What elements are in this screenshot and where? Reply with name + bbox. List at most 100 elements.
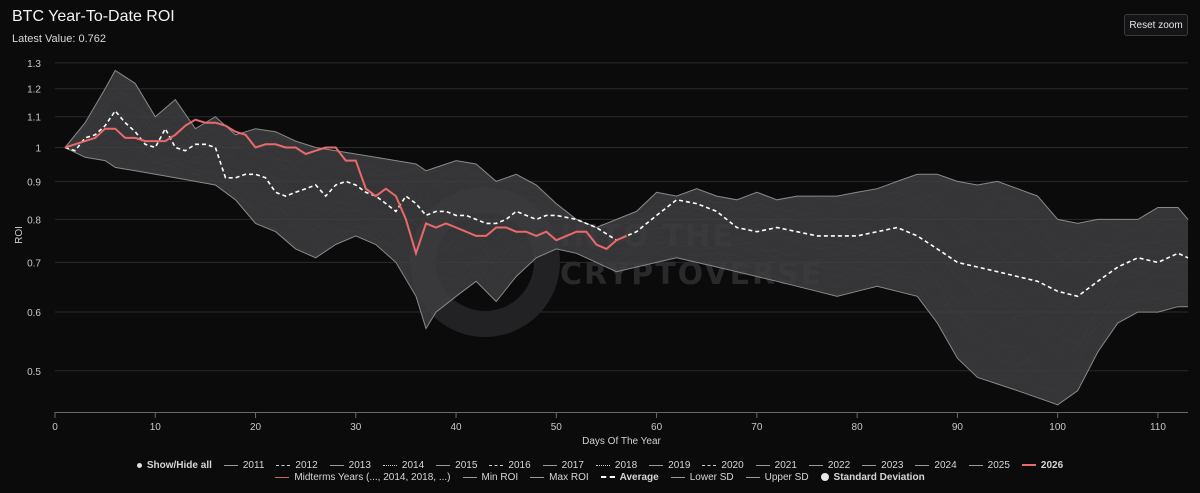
legend: Show/Hide all 2011 2012 2013 2014 2015 2016 201…: [0, 459, 1200, 483]
series-2026-line: [64, 118, 627, 257]
legend-swatch: [462, 476, 477, 478]
legend-swatch: [745, 476, 760, 478]
legend-label: 2018: [614, 459, 638, 471]
x-tick-label-80: 80: [852, 422, 864, 433]
std-dev-band: [64, 69, 1189, 406]
y-tick-label-0.8: 0.8: [27, 215, 41, 226]
legend-swatch: [542, 464, 557, 466]
legend-label: 2014: [401, 459, 425, 471]
average-line: [64, 109, 1189, 298]
legend-item-2023[interactable]: 2023: [862, 460, 903, 471]
legend-label: 2022: [827, 459, 851, 471]
legend-swatch: [276, 464, 291, 466]
legend-item-2022[interactable]: 2022: [808, 459, 851, 471]
x-tick-label-20: 20: [250, 422, 262, 433]
legend-item-2016[interactable]: 2016: [489, 460, 531, 471]
x-axis-title: Days Of The Year: [582, 436, 661, 447]
legend-swatch: [223, 464, 238, 466]
legend-label: 2019: [668, 459, 691, 471]
legend-item-2013[interactable]: 2013: [329, 459, 371, 471]
std-dev-band-area: [65, 70, 1188, 405]
legend-item-show-hide-all[interactable]: Show/Hide all: [136, 459, 212, 471]
legend-item-midterms-years-2014-2018[interactable]: Midterms Years (..., 2014, 2018, ...): [275, 471, 451, 483]
x-tick-label-50: 50: [551, 422, 563, 433]
legend-item-2011[interactable]: 2011: [223, 459, 265, 471]
x-tick-label-90: 90: [952, 422, 964, 433]
legend-swatch: [862, 464, 877, 466]
legend-item-2017[interactable]: 2017: [542, 459, 584, 471]
legend-item-2019[interactable]: 2019: [649, 460, 690, 471]
legend-swatch: [136, 462, 142, 468]
legend-item-2014[interactable]: 2014: [382, 459, 425, 471]
y-tick-label-0.7: 0.7: [27, 258, 41, 269]
legend-row-2: Midterms Years (..., 2014, 2018, ...) Min…: [0, 471, 1200, 483]
x-tick-label-40: 40: [450, 422, 462, 433]
x-tick-label-0: 0: [52, 422, 58, 433]
legend-swatch: [968, 464, 983, 466]
legend-swatch: [595, 464, 610, 466]
legend-label: 2012: [295, 459, 318, 471]
x-tick-label-10: 10: [150, 422, 162, 433]
legend-item-min-roi[interactable]: Min ROI: [462, 471, 519, 483]
legend-label: 2017: [561, 459, 584, 471]
latest-value: Latest Value: 0.762: [12, 33, 106, 45]
legend-swatch: [820, 473, 829, 481]
legend-item-2025[interactable]: 2025: [968, 459, 1010, 471]
legend-label: Lower SD: [689, 471, 734, 483]
legend-label: Max ROI: [549, 471, 589, 483]
legend-label: 2024: [934, 459, 957, 471]
legend-row-1: Show/Hide all 2011 2012 2013 2014 2015 2016 201…: [0, 459, 1200, 471]
legend-item-standard-deviation[interactable]: Standard Deviation: [820, 471, 925, 483]
x-tick-label-110: 110: [1150, 422, 1166, 433]
lower-sd-line: [64, 147, 1188, 406]
legend-item-max-roi[interactable]: Max ROI: [530, 471, 589, 483]
legend-label: Midterms Years (..., 2014, 2018, ...): [294, 471, 451, 483]
x-tick-label-60: 60: [651, 422, 663, 433]
legend-swatch: [915, 464, 930, 466]
legend-item-average[interactable]: Average: [600, 471, 659, 483]
legend-swatch: [1021, 464, 1036, 466]
x-tick-label-100: 100: [1049, 422, 1066, 433]
legend-swatch: [275, 476, 290, 478]
legend-item-2015[interactable]: 2015: [436, 460, 477, 471]
legend-label: 2011: [242, 459, 265, 471]
legend-item-lower-sd[interactable]: Lower SD: [670, 471, 734, 483]
y-tick-label-1.3: 1.3: [27, 59, 41, 70]
legend-label: Show/Hide all: [146, 459, 212, 471]
legend-label: Average: [619, 471, 659, 483]
legend-swatch: [649, 464, 664, 466]
legend-label: 2013: [348, 459, 371, 471]
legend-label: Standard Deviation: [833, 471, 925, 483]
chart-title: BTC Year-To-Date ROI: [12, 8, 175, 25]
upper-sd-line: [64, 69, 1189, 229]
legend-swatch: [670, 476, 685, 478]
legend-swatch: [382, 464, 397, 466]
x-tick-label-70: 70: [751, 422, 763, 433]
reset-zoom-button[interactable]: Reset zoom: [1124, 14, 1188, 36]
legend-item-2020[interactable]: 2020: [702, 460, 744, 471]
legend-swatch: [755, 464, 770, 466]
series-lines: [64, 109, 1189, 298]
legend-swatch: [808, 464, 823, 466]
x-tick-label-30: 30: [350, 422, 362, 433]
y-tick-label-1.2: 1.2: [27, 85, 41, 96]
legend-label: 2025: [987, 459, 1010, 471]
y-tick-label-0.5: 0.5: [27, 367, 41, 378]
legend-label: 2026: [1040, 459, 1064, 471]
y-tick-label-0.9: 0.9: [27, 177, 41, 188]
legend-label: Upper SD: [764, 471, 809, 483]
legend-item-2021[interactable]: 2021: [755, 459, 797, 471]
legend-item-2012[interactable]: 2012: [276, 459, 318, 471]
y-tick-label-0.6: 0.6: [27, 308, 41, 319]
legend-item-2024[interactable]: 2024: [915, 459, 957, 471]
legend-swatch: [436, 464, 451, 466]
legend-swatch: [489, 464, 504, 466]
legend-item-2026[interactable]: 2026: [1021, 459, 1064, 471]
legend-item-upper-sd[interactable]: Upper SD: [745, 471, 809, 483]
legend-label: 2023: [881, 459, 904, 471]
legend-item-2018[interactable]: 2018: [595, 459, 638, 471]
legend-label: 2021: [774, 459, 797, 471]
legend-label: Min ROI: [481, 471, 519, 483]
legend-swatch: [702, 464, 717, 466]
